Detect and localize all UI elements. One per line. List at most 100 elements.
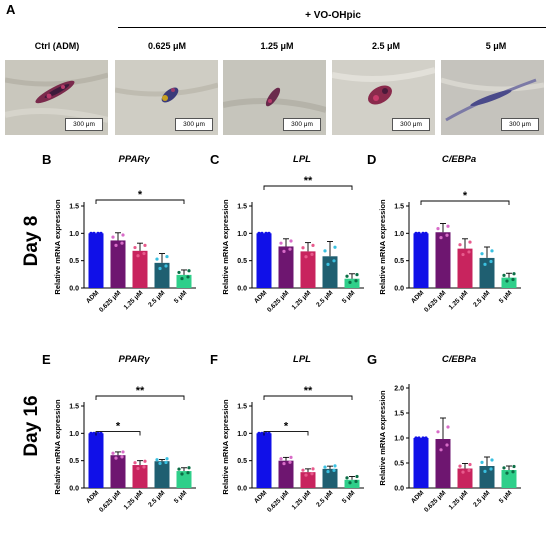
data-point — [279, 242, 282, 245]
panel-label-d: D — [367, 152, 376, 167]
data-point — [96, 432, 99, 435]
data-point — [142, 465, 145, 468]
data-point — [187, 269, 190, 272]
data-point — [480, 252, 483, 255]
bar — [155, 461, 170, 488]
data-point — [136, 254, 139, 257]
data-point — [468, 240, 471, 243]
data-point — [326, 263, 329, 266]
data-point — [436, 430, 439, 433]
x-tick-label: 5 μM — [341, 489, 356, 504]
micrograph-label-125: 1.25 μM — [260, 41, 293, 51]
data-point — [502, 466, 505, 469]
data-point — [89, 432, 92, 435]
y-axis-label: Relative mRNA expression — [378, 390, 387, 486]
data-point — [142, 252, 145, 255]
y-tick-label: 1.0 — [237, 431, 247, 438]
micrograph-ctrl: 300 μm — [5, 60, 108, 135]
y-tick-label: 1.5 — [394, 204, 404, 211]
data-point — [155, 458, 158, 461]
chart-d-day8-cebpa: D C/EBPaRelative mRNA expression 0.00.51.0… — [365, 148, 525, 340]
data-point — [158, 462, 161, 465]
x-tick-label: 0.625 μM — [423, 489, 447, 513]
bar — [89, 233, 104, 288]
x-tick-label: 2.5 μM — [147, 489, 166, 508]
y-tick-label: 0.5 — [394, 461, 404, 468]
x-tick-label: 5 μM — [173, 489, 188, 504]
x-tick-label: 2.5 μM — [472, 489, 491, 508]
data-point — [445, 443, 448, 446]
data-point — [136, 467, 139, 470]
chart-e-day16-ppar: E PPARγRelative mRNA expression 0.00.51.01… — [40, 348, 200, 535]
chart-g-day16-cebpa: G C/EBPa Relative mRNA expression 0.0 0.5 1.0… — [365, 348, 525, 535]
y-tick-label: 0.0 — [237, 486, 247, 493]
data-point — [143, 244, 146, 247]
y-tick-label: 0.5 — [237, 458, 247, 465]
x-tick-label: 1.25 μM — [291, 289, 313, 311]
x-tick-label: ADM — [253, 289, 268, 304]
data-point — [121, 233, 124, 236]
data-point — [461, 253, 464, 256]
scale-bar: 300 μm — [283, 118, 321, 131]
data-point — [424, 436, 427, 439]
data-point — [417, 232, 420, 235]
data-point — [257, 432, 260, 435]
data-point — [89, 232, 92, 235]
y-axis-label: Relative mRNA expression — [53, 199, 62, 295]
data-point — [180, 277, 183, 280]
bar — [458, 249, 473, 288]
data-point — [421, 232, 424, 235]
data-point — [186, 275, 189, 278]
y-tick-label: 0.0 — [394, 486, 404, 493]
x-tick-label: 2.5 μM — [315, 489, 334, 508]
treatment-bracket-line — [118, 27, 546, 28]
data-point — [505, 279, 508, 282]
significance-label: * — [284, 421, 289, 433]
y-axis-label: Relative mRNA expression — [221, 199, 230, 295]
micrograph-25: 300 μm — [332, 60, 435, 135]
x-tick-label: ADM — [253, 489, 268, 504]
data-point — [348, 281, 351, 284]
data-point — [421, 436, 424, 439]
data-point — [282, 250, 285, 253]
bar — [301, 251, 316, 288]
y-tick-label: 1.5 — [69, 204, 79, 211]
chart-title: C/EBPa — [442, 354, 476, 365]
data-point — [345, 275, 348, 278]
x-tick-label: 5 μM — [341, 289, 356, 304]
bar — [436, 232, 451, 288]
chart-title: C/EBPa — [442, 154, 476, 165]
data-point — [326, 470, 329, 473]
data-point — [164, 461, 167, 464]
micrograph-0625: 300 μm — [115, 60, 218, 135]
bar — [257, 433, 272, 488]
data-point — [301, 246, 304, 249]
data-point — [289, 239, 292, 242]
y-tick-label: 0.5 — [69, 458, 79, 465]
chart-title: LPL — [293, 354, 311, 365]
data-point — [467, 469, 470, 472]
data-point — [120, 242, 123, 245]
data-point — [301, 469, 304, 472]
bar — [323, 469, 338, 488]
data-point — [288, 248, 291, 251]
scale-bar: 300 μm — [501, 118, 539, 131]
data-point — [267, 432, 270, 435]
chart-f-day16-lpl: F LPLRelative mRNA expression 0.00.51.01.5… — [208, 348, 368, 535]
bar — [414, 438, 429, 488]
chart-title: PPARγ — [119, 154, 151, 165]
treatment-header: + VO-OHpic — [305, 10, 361, 21]
data-point — [512, 272, 515, 275]
x-tick-label: 1.25 μM — [291, 489, 313, 511]
chart-title: PPARγ — [119, 354, 151, 365]
micrograph-125: 300 μm — [223, 60, 326, 135]
significance-label: ** — [304, 175, 313, 187]
data-point — [414, 436, 417, 439]
data-point — [304, 473, 307, 476]
data-point — [165, 255, 168, 258]
data-point — [143, 460, 146, 463]
data-point — [323, 465, 326, 468]
data-point — [260, 432, 263, 435]
bar — [133, 465, 148, 488]
bar — [133, 251, 148, 288]
